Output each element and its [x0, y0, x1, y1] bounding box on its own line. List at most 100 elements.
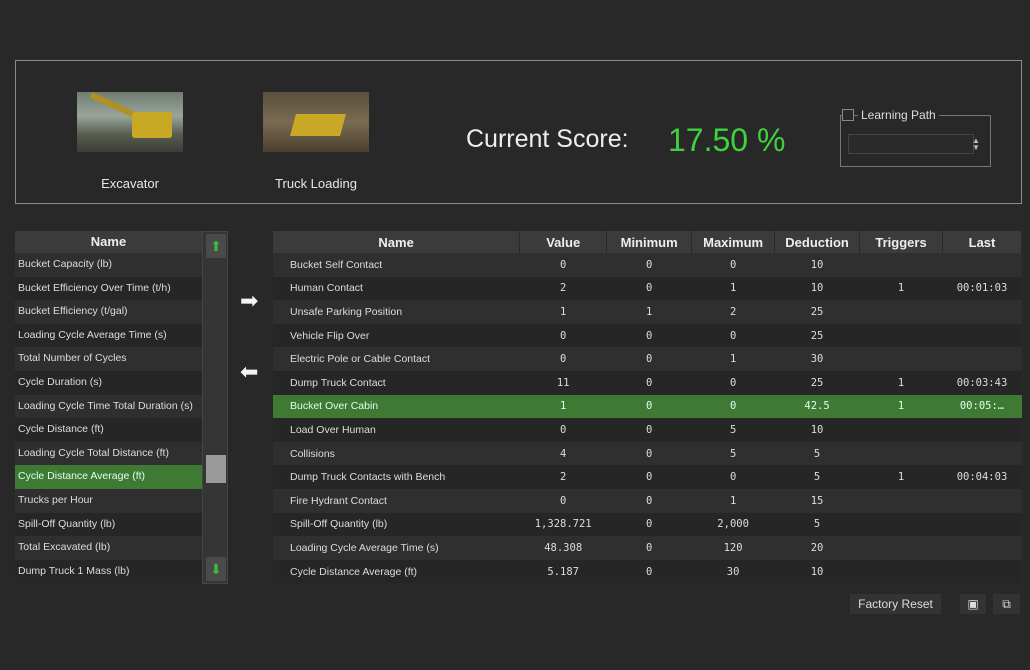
column-header[interactable]: Triggers [859, 231, 943, 253]
table-cell: 5 [774, 512, 860, 537]
table-cell: 4 [519, 441, 607, 466]
add-arrow-right-icon[interactable]: ➡ [240, 288, 259, 313]
table-row[interactable]: Human Contact 2 0 1 10 1 00:01:03 [273, 276, 1022, 301]
column-header[interactable]: Minimum [606, 231, 693, 253]
table-cell: Cycle Distance Average (ft) [273, 559, 520, 584]
table-cell: 1 [691, 347, 775, 371]
table-cell [859, 536, 943, 560]
table-cell: Bucket Over Cabin [273, 394, 520, 419]
scroll-up-arrow-icon[interactable]: ⬆ [206, 234, 226, 258]
table-cell: 1 [691, 276, 775, 301]
table-row[interactable]: Loading Cycle Average Time (s) 48.308 0 120… [273, 536, 1022, 560]
table-cell [942, 418, 1022, 442]
table-cell [859, 300, 943, 324]
list-item[interactable]: Bucket Capacity (lb) [15, 253, 202, 277]
column-header[interactable]: Maximum [691, 231, 776, 253]
table-cell [859, 512, 943, 537]
table-cell: 5 [774, 441, 860, 466]
column-header[interactable]: Value [519, 231, 608, 253]
table-cell: 1 [691, 488, 775, 513]
table-cell: Electric Pole or Cable Contact [273, 347, 520, 371]
table-cell: 1 [519, 300, 607, 324]
table-cell: 0 [691, 323, 775, 348]
list-item[interactable]: Cycle Duration (s) [15, 370, 202, 395]
learning-path-checkbox[interactable] [842, 109, 854, 121]
remove-arrow-left-icon[interactable]: ⬅ [240, 359, 259, 384]
table-cell: 30 [691, 559, 775, 584]
table-cell: Collisions [273, 441, 520, 466]
excavator-thumbnail[interactable] [77, 92, 183, 152]
list-item[interactable]: Total Excavated (lb) [15, 536, 202, 560]
column-header[interactable]: Deduction [774, 231, 861, 253]
folder-open-icon[interactable]: ⧉ [993, 594, 1020, 614]
table-cell: 0 [519, 253, 607, 277]
list-item[interactable]: Total Number of Cycles [15, 347, 202, 371]
table-cell: 0 [519, 488, 607, 513]
table-cell: 25 [774, 323, 860, 348]
table-row[interactable]: Bucket Self Contact 0 0 0 10 [273, 253, 1022, 277]
table-cell [859, 253, 943, 277]
table-cell [942, 488, 1022, 513]
spin-arrows-icon[interactable]: ▲ ▼ [972, 136, 980, 152]
table-cell: 42.5 [774, 394, 860, 419]
table-cell [859, 323, 943, 348]
table-cell: Dump Truck Contact [273, 370, 520, 395]
table-row[interactable]: Bucket Over Cabin 1 0 0 42.5 1 00:05:… [273, 394, 1022, 419]
table-row[interactable]: Electric Pole or Cable Contact 0 0 1 30 [273, 347, 1022, 371]
list-item[interactable]: Bucket Efficiency Over Time (t/h) [15, 276, 202, 301]
floppy-disk-icon[interactable]: ▣ [960, 594, 986, 614]
table-cell: 0 [606, 441, 692, 466]
column-header[interactable]: Name [273, 231, 521, 253]
table-cell: 0 [606, 512, 692, 537]
table-cell [942, 253, 1022, 277]
list-item[interactable]: Cycle Distance (ft) [15, 418, 202, 442]
table-row[interactable]: Load Over Human 0 0 5 10 [273, 418, 1022, 442]
table-cell: Spill-Off Quantity (lb) [273, 512, 520, 537]
scroll-down-arrow-icon[interactable]: ⬇ [206, 557, 226, 581]
scrollbar[interactable]: ⬆ ⬇ [202, 231, 228, 584]
table-cell: 2,000 [691, 512, 775, 537]
table-cell: 0 [691, 394, 775, 419]
list-item[interactable]: Loading Cycle Average Time (s) [15, 323, 202, 348]
scrollbar-thumb[interactable] [206, 455, 226, 483]
table-cell [859, 347, 943, 371]
table-cell [942, 559, 1022, 584]
table-cell: 00:01:03 [942, 276, 1022, 301]
list-item[interactable]: Loading Cycle Total Distance (ft) [15, 441, 202, 466]
list-item[interactable]: Cycle Distance Average (ft) [15, 465, 202, 489]
table-cell: 25 [774, 370, 860, 395]
table-row[interactable]: Dump Truck Contact 11 0 0 25 1 00:03:43 [273, 370, 1022, 395]
table-cell: 1 [859, 465, 943, 489]
list-item[interactable]: Spill-Off Quantity (lb) [15, 512, 202, 537]
table-cell [942, 300, 1022, 324]
table-cell: 0 [691, 465, 775, 489]
list-item[interactable]: Dump Truck 1 Mass (lb) [15, 559, 202, 584]
table-cell: 0 [519, 347, 607, 371]
list-item[interactable]: Bucket Efficiency (t/gal) [15, 300, 202, 324]
table-row[interactable]: Vehicle Flip Over 0 0 0 25 [273, 323, 1022, 348]
table-row[interactable]: Fire Hydrant Contact 0 0 1 15 [273, 488, 1022, 513]
table-cell: 0 [606, 488, 692, 513]
table-cell: Human Contact [273, 276, 520, 301]
table-row[interactable]: Unsafe Parking Position 1 1 2 25 [273, 300, 1022, 324]
factory-reset-button[interactable]: Factory Reset [850, 594, 941, 614]
table-row[interactable]: Dump Truck Contacts with Bench 2 0 0 5 1 00:04… [273, 465, 1022, 489]
list-item[interactable]: Loading Cycle Time Total Duration (s) [15, 394, 202, 419]
table-cell [859, 559, 943, 584]
table-cell [942, 323, 1022, 348]
truck-loading-thumbnail[interactable] [263, 92, 369, 152]
column-header[interactable]: Last [942, 231, 1022, 253]
list-item[interactable]: Trucks per Hour [15, 488, 202, 513]
learning-path-spinbox[interactable] [848, 134, 974, 154]
table-row[interactable]: Cycle Distance Average (ft) 5.187 0 30 10 [273, 559, 1022, 584]
table-row[interactable]: Spill-Off Quantity (lb) 1,328.721 0 2,000 5 [273, 512, 1022, 537]
table-cell: 5 [691, 418, 775, 442]
table-cell: 25 [774, 300, 860, 324]
table-cell: 10 [774, 418, 860, 442]
table-cell: 1 [519, 394, 607, 419]
table-cell: Dump Truck Contacts with Bench [273, 465, 520, 489]
table-cell: Unsafe Parking Position [273, 300, 520, 324]
table-row[interactable]: Collisions 4 0 5 5 [273, 441, 1022, 466]
table-cell: 11 [519, 370, 607, 395]
table-cell: 1,328.721 [519, 512, 607, 537]
